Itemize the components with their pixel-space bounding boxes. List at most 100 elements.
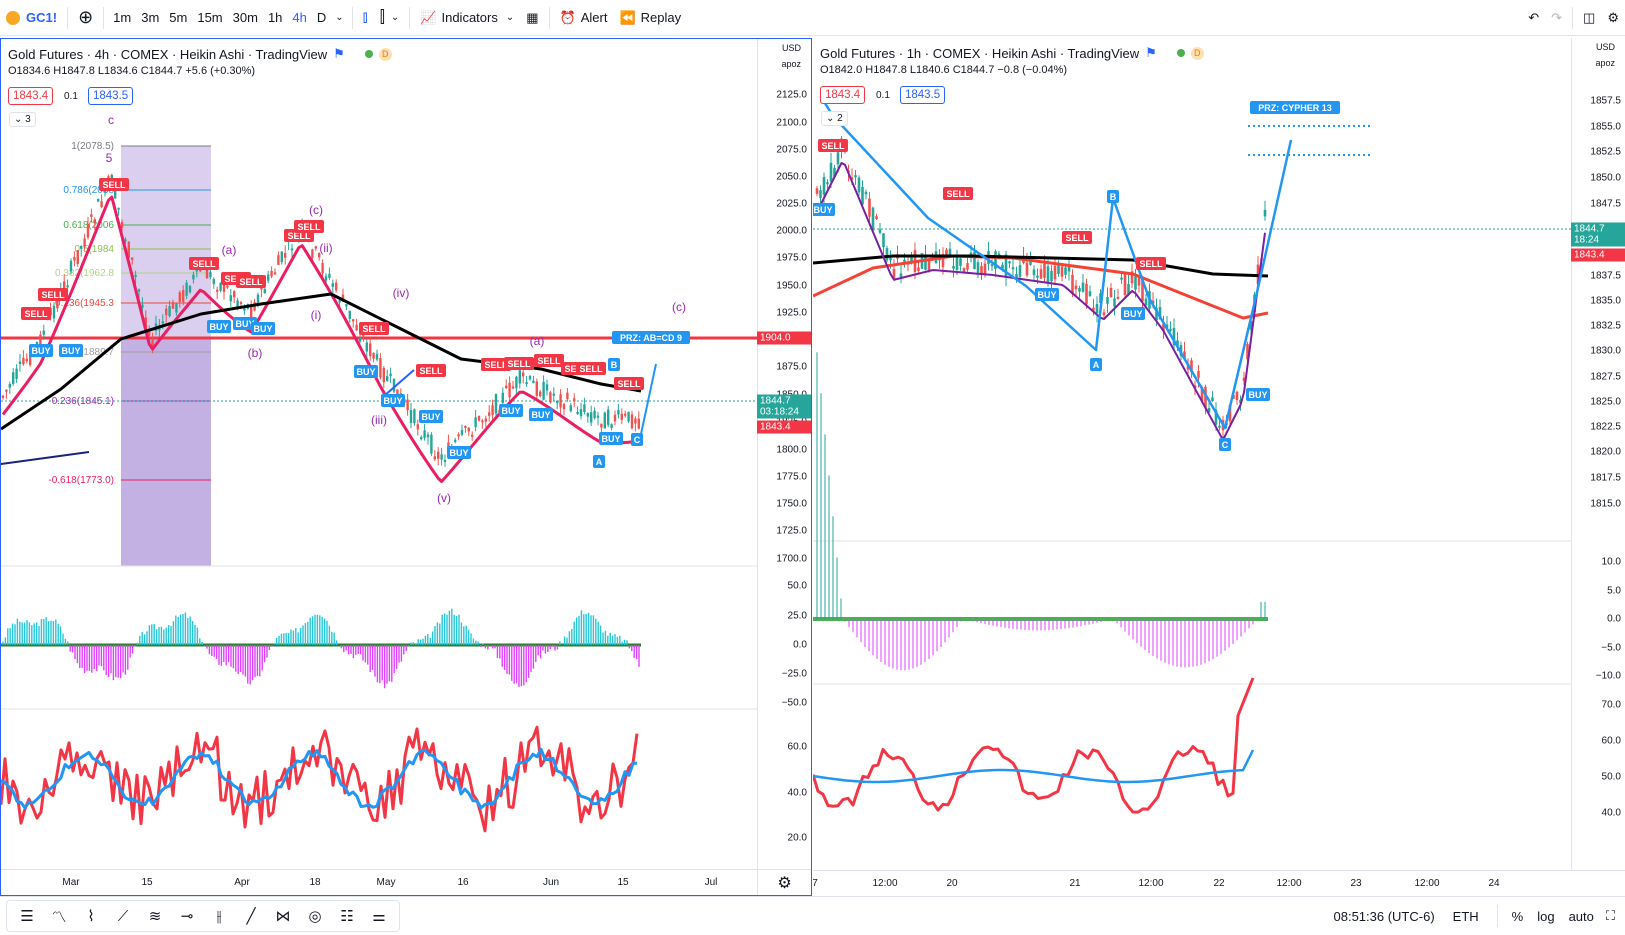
chart-type-button[interactable]: ⫿ ⌄ [374, 4, 406, 32]
fib-retracement-button[interactable]: ☷ [331, 902, 363, 930]
candle-body [1008, 261, 1011, 264]
interval-1m[interactable]: 1m [113, 10, 132, 25]
currency-label[interactable]: USD [781, 43, 801, 53]
interval-4h[interactable]: 4h [292, 10, 307, 25]
channel-button[interactable]: ≋ [139, 902, 171, 930]
buy-signal: BUY [31, 346, 50, 356]
collapse-indicators-button[interactable]: ⌄ 3 [9, 112, 36, 127]
candle-body [624, 413, 627, 416]
undo-button[interactable]: ↶ [1522, 4, 1545, 32]
time-tick: 15 [141, 877, 153, 888]
sell-signal: SELL [297, 222, 321, 232]
candle-body [355, 324, 358, 331]
sell-signal-bg [818, 139, 848, 152]
symbol-search[interactable]: GC1! [0, 4, 63, 32]
buy-price-box[interactable]: 1843.5 [88, 87, 134, 105]
alert-button[interactable]: ⏰ Alert [554, 4, 614, 32]
candle-body [1200, 386, 1204, 402]
price-tick: 2075.0 [776, 144, 807, 156]
settings-lines-button[interactable]: ⚌ [363, 902, 395, 930]
percent-toggle[interactable]: % [1511, 908, 1524, 924]
wave-label: (ii) [319, 241, 332, 255]
clock-time[interactable]: 08:51:36 (UTC-6) [1333, 908, 1435, 924]
candle-body [857, 177, 861, 193]
sell-price-box[interactable]: 1843.4 [820, 86, 866, 104]
sell-price-box[interactable]: 1843.4 [8, 87, 54, 105]
candle-body [1123, 273, 1127, 296]
candle-body [952, 265, 955, 269]
session-toggle[interactable]: ETH [1452, 908, 1479, 924]
chart-pane-1h[interactable]: PRZ: CYPHER 13 B A C BUY BUY BUY BUY SELL SELL SEL… [813, 38, 1625, 896]
log-toggle[interactable]: log [1537, 908, 1555, 924]
scale-mode-label[interactable]: apoz [1595, 58, 1615, 68]
bar-style-button[interactable]: ⫾ [357, 4, 374, 32]
candle-body [518, 370, 521, 384]
candle-body [508, 382, 511, 398]
buy-price-box[interactable]: 1843.5 [900, 86, 946, 104]
trend-tools-button[interactable]: ☰ [11, 902, 43, 930]
plus-circle-icon: ⊕ [78, 7, 94, 27]
candle-body [1165, 324, 1169, 328]
wave-label: (iii) [371, 413, 387, 427]
interval-3m[interactable]: 3m [141, 10, 160, 25]
rsi-tick: 60.0 [787, 741, 807, 753]
xabcd-pattern-icon: ⋈ [275, 908, 291, 925]
axis-settings-button[interactable]: ⚙ [757, 870, 811, 895]
price-tag: 03:18:24 [757, 405, 811, 419]
settings-button[interactable]: ⚙ [1601, 4, 1625, 32]
chart-canvas-1h[interactable]: PRZ: CYPHER 13 B A C BUY BUY BUY BUY SELL SELL SEL… [813, 38, 1571, 870]
layout-button[interactable]: ◫ [1577, 4, 1601, 32]
ray-button[interactable]: ╱ [235, 902, 267, 930]
compare-symbol-button[interactable]: ⊕ [72, 4, 99, 32]
xabcd-button[interactable]: ⋈ [267, 902, 299, 930]
pattern-tools-button[interactable]: 〽 [43, 902, 75, 930]
time-axis-1h[interactable]: 7 12:00 20 21 12:00 22 12:00 23 12:00 24 [813, 870, 1625, 896]
interval-15m[interactable]: 15m [197, 10, 223, 25]
wave-label: (i) [311, 308, 322, 322]
templates-button[interactable]: ▦ [520, 4, 544, 32]
price-axis-4h[interactable]: USD apoz 2125.0 2100.0 2075.0 2050.0 2025.0 2… [757, 39, 811, 871]
redo-button[interactable]: ↷ [1545, 4, 1568, 32]
trendline-button[interactable]: ⟋ [107, 902, 139, 930]
interval-1h[interactable]: 1h [267, 10, 283, 25]
osc-tick: −50.0 [781, 697, 807, 709]
collapse-indicators-button[interactable]: ⌄ 2 [821, 111, 848, 126]
chart-pane-4h[interactable]: 1(2078.5)0.786(20380.618(20060.5(19840.3… [0, 38, 812, 896]
fib-label: (1889.7 [80, 347, 114, 358]
price-tick: 1822.5 [1590, 421, 1621, 433]
buy-signal-bg [1246, 388, 1270, 401]
price-axis-1h[interactable]: USD apoz 1857.5 1855.0 1852.5 1850.0 1847.5 1… [1571, 38, 1625, 870]
elliott-wave-button[interactable]: ⌇ [75, 902, 107, 930]
candle-body [467, 427, 470, 432]
candle-body [474, 417, 477, 428]
candle-body [1204, 386, 1207, 409]
interval-d[interactable]: D [316, 10, 327, 25]
horizontal-line-button[interactable]: ⊸ [171, 902, 203, 930]
candle-body [505, 385, 508, 389]
scale-mode-label[interactable]: apoz [781, 59, 801, 69]
candle-body [73, 256, 76, 261]
price-tick: 1950.0 [776, 280, 807, 292]
prz-label: PRZ: AB=CD 9 [620, 333, 682, 343]
fullscreen-icon[interactable]: ⛶ [1605, 908, 1615, 923]
interval-30m[interactable]: 30m [232, 10, 258, 25]
candle-body [549, 392, 552, 403]
buy-signal: BUY [1123, 309, 1142, 319]
replay-button[interactable]: ⏪ Replay [613, 4, 687, 32]
time-axis-4h[interactable]: Mar 15 Apr 18 May 16 Jun 15 Jul ⚙ [1, 869, 811, 895]
candle-body [1242, 377, 1246, 381]
candle-body [1158, 307, 1162, 320]
fib-label: -0.618(1773.0) [48, 475, 114, 486]
candle-body [229, 295, 232, 302]
indicators-button[interactable]: 📈 Indicators ⌄ [414, 4, 520, 32]
divider [409, 6, 411, 29]
vertical-lines-button[interactable]: ⫲ [203, 902, 235, 930]
auto-toggle[interactable]: auto [1568, 908, 1594, 924]
currency-label[interactable]: USD [1595, 42, 1615, 52]
fib-circle-button[interactable]: ◎ [299, 902, 331, 930]
interval-5m[interactable]: 5m [169, 10, 188, 25]
chevron-down-icon[interactable]: ⌄ [335, 12, 344, 23]
chart-canvas-4h[interactable]: 1(2078.5)0.786(20380.618(20060.5(19840.3… [1, 39, 759, 871]
candle-body [980, 266, 983, 275]
candle-body [586, 413, 589, 417]
